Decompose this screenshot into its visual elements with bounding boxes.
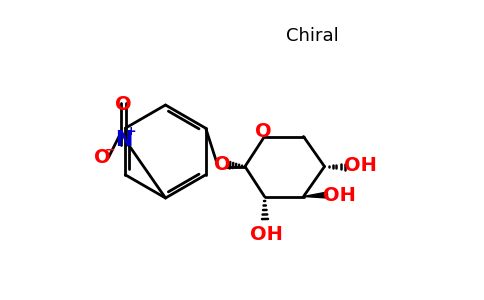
Text: OH: OH <box>344 156 377 176</box>
Text: +: + <box>126 125 136 139</box>
Text: −: − <box>105 143 115 157</box>
Text: O: O <box>94 148 111 167</box>
Text: O: O <box>255 122 272 141</box>
Text: OH: OH <box>250 224 283 244</box>
Text: N: N <box>115 130 132 149</box>
Text: OH: OH <box>323 186 356 206</box>
Polygon shape <box>303 192 328 198</box>
Text: O: O <box>115 95 132 114</box>
Text: O: O <box>214 155 231 175</box>
Text: Chiral: Chiral <box>286 27 339 45</box>
